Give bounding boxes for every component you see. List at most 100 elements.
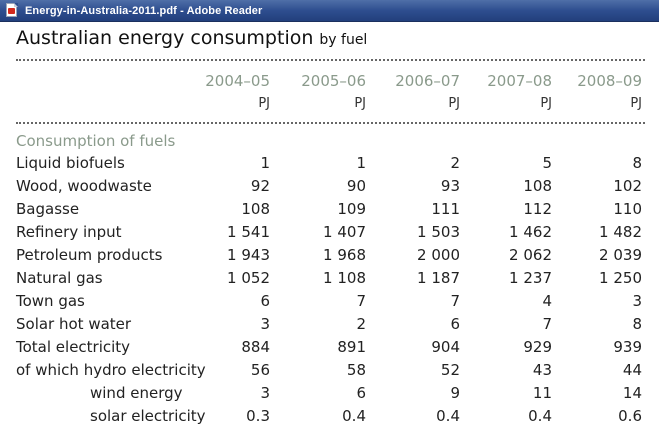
row-label: of which hydro electricity xyxy=(16,361,206,379)
table-cell: 109 xyxy=(337,200,366,218)
table-cell: 1 052 xyxy=(227,269,270,287)
table-cell: 0.6 xyxy=(618,407,642,425)
table-row: Total electricity 884 891 904 929 939 xyxy=(0,338,659,361)
window-title: Energy-in-Australia-2011.pdf - Adobe Rea… xyxy=(25,4,263,17)
section-heading: Consumption of fuels xyxy=(16,132,176,150)
table-row: Town gas 6 7 7 4 3 xyxy=(0,292,659,315)
table-cell: 4 xyxy=(542,292,552,310)
table-cell: 1 xyxy=(260,154,270,172)
dotted-divider-top xyxy=(16,59,645,61)
row-label: Total electricity xyxy=(16,338,131,356)
table-cell: 2 000 xyxy=(417,246,460,264)
table-row: Refinery input 1 541 1 407 1 503 1 462 1… xyxy=(0,223,659,246)
table-cell: 6 xyxy=(260,292,270,310)
table-cell: 1 237 xyxy=(509,269,552,287)
table-cell: 7 xyxy=(542,315,552,333)
table-row: Bagasse 108 109 111 112 110 xyxy=(0,200,659,223)
row-label: wind energy xyxy=(90,384,183,402)
table-cell: 8 xyxy=(632,154,642,172)
column-year-2: 2005–06 xyxy=(301,72,366,90)
table-subtitle: by fuel xyxy=(319,32,368,48)
table-cell: 1 482 xyxy=(599,223,642,241)
table-row: of which hydro electricity 56 58 52 43 4… xyxy=(0,361,659,384)
table-cell: 884 xyxy=(241,338,270,356)
column-year-4: 2007–08 xyxy=(487,72,552,90)
table-cell: 44 xyxy=(622,361,642,379)
table-cell: 5 xyxy=(542,154,552,172)
table-cell: 0.3 xyxy=(246,407,270,425)
table-cell: 1 462 xyxy=(509,223,552,241)
table-cell: 2 xyxy=(450,154,460,172)
table-row: wind energy 3 6 9 11 14 xyxy=(0,384,659,407)
row-label: Liquid biofuels xyxy=(16,154,125,172)
table-cell: 1 968 xyxy=(323,246,366,264)
table-cell: 3 xyxy=(632,292,642,310)
row-label: Natural gas xyxy=(16,269,103,287)
table-cell: 0.4 xyxy=(342,407,366,425)
row-label: Town gas xyxy=(16,292,85,310)
table-cell: 108 xyxy=(523,177,552,195)
table-cell: 891 xyxy=(337,338,366,356)
row-label: Petroleum products xyxy=(16,246,163,264)
table-cell: 0.4 xyxy=(528,407,552,425)
table-cell: 11 xyxy=(532,384,552,402)
window-titlebar[interactable]: Energy-in-Australia-2011.pdf - Adobe Rea… xyxy=(0,0,659,22)
table-cell: 6 xyxy=(450,315,460,333)
pdf-page-view: Australian energy consumption by fuel 200… xyxy=(0,22,659,430)
table-cell: 1 503 xyxy=(417,223,460,241)
table-row: Wood, woodwaste 92 90 93 108 102 xyxy=(0,177,659,200)
table-cell: 8 xyxy=(632,315,642,333)
table-cell: 2 062 xyxy=(509,246,552,264)
table-cell: 3 xyxy=(260,384,270,402)
table-cell: 14 xyxy=(622,384,642,402)
table-cell: 929 xyxy=(523,338,552,356)
table-row: solar electricity 0.3 0.4 0.4 0.4 0.6 xyxy=(0,407,659,430)
table-cell: 111 xyxy=(431,200,460,218)
table-cell: 1 108 xyxy=(323,269,366,287)
table-cell: 92 xyxy=(250,177,270,195)
table-cell: 2 039 xyxy=(599,246,642,264)
table-cell: 7 xyxy=(450,292,460,310)
table-row: Solar hot water 3 2 6 7 8 xyxy=(0,315,659,338)
table-cell: 1 xyxy=(356,154,366,172)
table-cell: 9 xyxy=(450,384,460,402)
table-cell: 1 407 xyxy=(323,223,366,241)
table-cell: 1 187 xyxy=(417,269,460,287)
table-cell: 43 xyxy=(532,361,552,379)
table-row: Liquid biofuels 1 1 2 5 8 xyxy=(0,154,659,177)
row-label: solar electricity xyxy=(90,407,206,425)
row-label: Refinery input xyxy=(16,223,122,241)
pdf-document-icon xyxy=(5,3,19,18)
table-cell: 6 xyxy=(356,384,366,402)
table-cell: 0.4 xyxy=(436,407,460,425)
row-label: Solar hot water xyxy=(16,315,132,333)
table-cell: 3 xyxy=(260,315,270,333)
column-unit-2: PJ xyxy=(354,96,366,111)
table-cell: 102 xyxy=(613,177,642,195)
table-cell: 93 xyxy=(440,177,460,195)
table-heading: Australian energy consumption by fuel xyxy=(16,27,367,49)
table-cell: 58 xyxy=(346,361,366,379)
row-label: Wood, woodwaste xyxy=(16,177,152,195)
table-cell: 939 xyxy=(613,338,642,356)
column-year-3: 2006–07 xyxy=(395,72,460,90)
table-row: Natural gas 1 052 1 108 1 187 1 237 1 25… xyxy=(0,269,659,292)
table-cell: 904 xyxy=(431,338,460,356)
table-row: Petroleum products 1 943 1 968 2 000 2 0… xyxy=(0,246,659,269)
dotted-divider-header xyxy=(16,122,645,124)
table-cell: 1 541 xyxy=(227,223,270,241)
table-cell: 1 250 xyxy=(599,269,642,287)
column-year-1: 2004–05 xyxy=(205,72,270,90)
table-cell: 110 xyxy=(613,200,642,218)
table-cell: 1 943 xyxy=(227,246,270,264)
column-unit-3: PJ xyxy=(448,96,460,111)
column-unit-5: PJ xyxy=(630,96,642,111)
table-title: Australian energy consumption xyxy=(16,27,314,49)
table-cell: 2 xyxy=(356,315,366,333)
column-year-5: 2008–09 xyxy=(577,72,642,90)
table-cell: 56 xyxy=(250,361,270,379)
column-unit-1: PJ xyxy=(258,96,270,111)
table-cell: 52 xyxy=(440,361,460,379)
table-cell: 112 xyxy=(523,200,552,218)
table-cell: 7 xyxy=(356,292,366,310)
